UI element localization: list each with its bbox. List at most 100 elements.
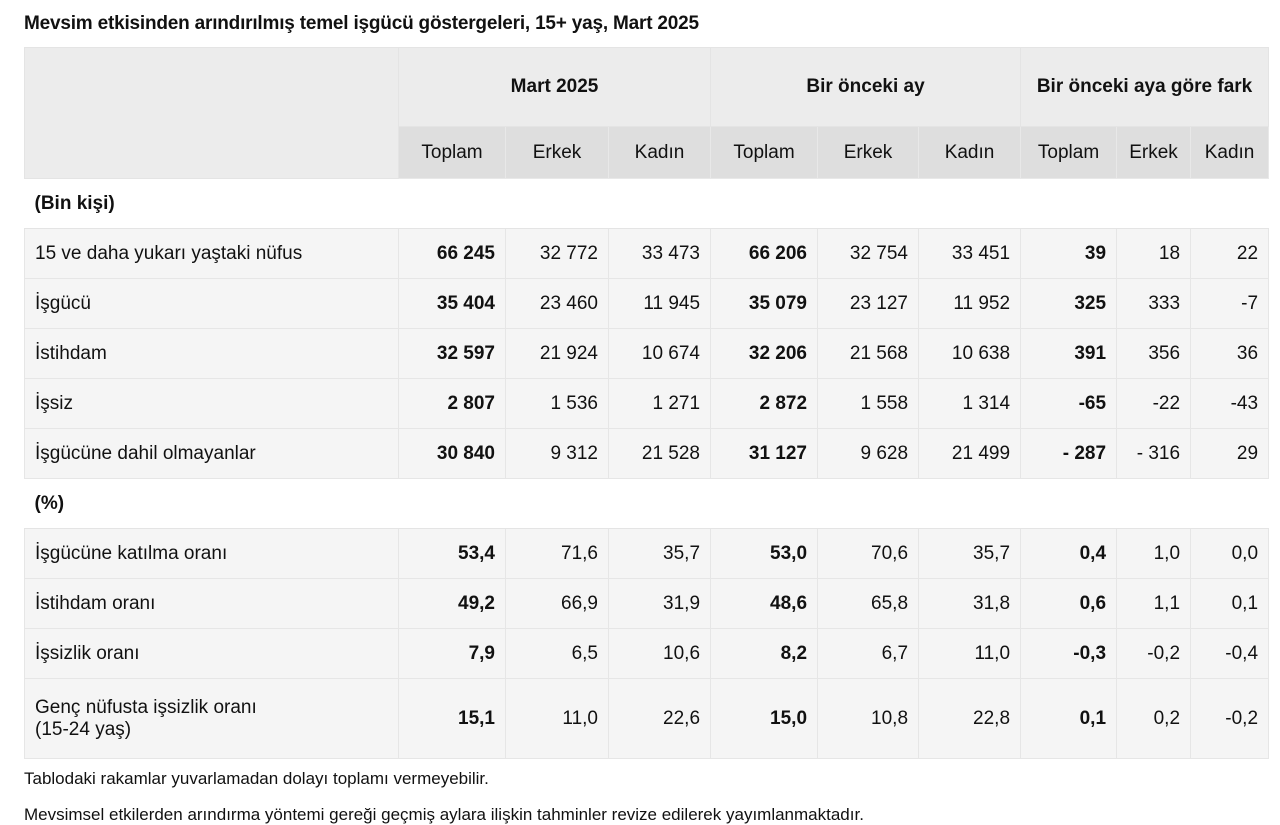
table-cell: 10 674: [607, 328, 712, 379]
table-cell: 32 772: [505, 228, 609, 279]
table-cell: 11,0: [918, 628, 1022, 679]
table-cell: 11 945: [607, 278, 712, 329]
table-cell: 32 754: [817, 228, 920, 279]
table-cell: 1 314: [918, 378, 1022, 429]
table-cell: -0,2: [1116, 628, 1192, 679]
table-cell: 8,2: [710, 628, 819, 679]
table-cell: 18: [1116, 228, 1192, 279]
table-cell: 9 312: [505, 428, 609, 479]
table-cell: 22,6: [607, 678, 712, 759]
table-cell: -0,4: [1190, 628, 1270, 679]
table-cell: 35 079: [710, 278, 819, 329]
table-cell: 325: [1020, 278, 1118, 329]
table-cell: 1 271: [607, 378, 712, 429]
row-label: İşgücü: [24, 278, 399, 329]
table-cell: 31 127: [710, 428, 819, 479]
table-cell: 35,7: [607, 528, 712, 579]
table-cell: -22: [1116, 378, 1192, 429]
row-label-text: İşsiz: [35, 392, 73, 414]
table-cell: 31,9: [607, 578, 712, 629]
table-cell: 1 558: [817, 378, 920, 429]
table-cell: 0,4: [1020, 528, 1118, 579]
row-label-sub: (15-24 yaş): [35, 718, 132, 740]
table-cell: -7: [1190, 278, 1270, 329]
table-cell: 53,4: [398, 528, 506, 579]
table-cell: 29: [1190, 428, 1270, 479]
subheader: Erkek: [505, 126, 609, 179]
table-cell: 6,7: [817, 628, 920, 679]
table-cell: 1 536: [505, 378, 609, 429]
table-cell: 6,5: [505, 628, 609, 679]
table-cell: 22: [1190, 228, 1270, 279]
table-row: İşgücü 35 404 23 460 11 945 35 079 23 127 11 9…: [24, 278, 1270, 329]
table-cell: 2 872: [710, 378, 819, 429]
table-cell: 2 807: [398, 378, 506, 429]
table-cell: 22,8: [918, 678, 1022, 759]
table-cell: 11 952: [918, 278, 1022, 329]
table-cell: - 316: [1116, 428, 1192, 479]
table-cell: 31,8: [918, 578, 1022, 629]
table-row: İşsiz 2 807 1 536 1 271 2 872 1 558 1 314 -65 -2…: [24, 378, 1270, 429]
table-cell: 33 473: [607, 228, 712, 279]
subheader: Toplam: [398, 126, 506, 179]
table-cell: 21 924: [505, 328, 609, 379]
subheader: Toplam: [1020, 126, 1118, 179]
table-cell: 66,9: [505, 578, 609, 629]
footnote-rounding: Tablodaki rakamlar yuvarlamadan dolayı t…: [24, 769, 489, 788]
row-label-text: İşgücüne katılma oranı: [35, 542, 228, 564]
header-corner: [24, 47, 399, 179]
table-row: İşsizlik oranı 7,9 6,5 10,6 8,2 6,7 11,0 -0,3 -0…: [24, 628, 1270, 679]
table-cell: 23 127: [817, 278, 920, 329]
subheader: Toplam: [710, 126, 819, 179]
table-cell: 32 206: [710, 328, 819, 379]
row-label: Genç nüfusta işsizlik oranı (15-24 yaş): [24, 678, 399, 759]
row-label: İşgücüne dahil olmayanlar: [24, 428, 399, 479]
table-cell: 11,0: [505, 678, 609, 759]
subheader: Kadın: [918, 126, 1022, 179]
table-cell: 39: [1020, 228, 1118, 279]
table-cell: 1,0: [1116, 528, 1192, 579]
table-cell: -0,2: [1190, 678, 1270, 759]
table-cell: 32 597: [398, 328, 506, 379]
section-label: (%): [24, 478, 1269, 529]
table-cell: 70,6: [817, 528, 920, 579]
table-cell: 66 245: [398, 228, 506, 279]
row-label: İşsiz: [24, 378, 399, 429]
subheader: Kadın: [607, 126, 712, 179]
table-cell: 21 568: [817, 328, 920, 379]
table-cell: 0,1: [1020, 678, 1118, 759]
subheader: Erkek: [1116, 126, 1192, 179]
table-cell: 71,6: [505, 528, 609, 579]
subheader: Kadın: [1190, 126, 1270, 179]
row-label-text: İstihdam oranı: [35, 592, 156, 614]
table-cell: 65,8: [817, 578, 920, 629]
table-cell: 356: [1116, 328, 1192, 379]
table-cell: 391: [1020, 328, 1118, 379]
labour-indicators-table: Mart 2025 Bir önceki ay Bir önceki aya gör…: [24, 47, 1270, 759]
table-cell: 0,0: [1190, 528, 1270, 579]
footnote-revision: Mevsimsel etkilerden arındırma yöntemi g…: [24, 805, 864, 824]
table-cell: 35,7: [918, 528, 1022, 579]
table-cell: -43: [1190, 378, 1270, 429]
table-cell: 48,6: [710, 578, 819, 629]
table-cell: 7,9: [398, 628, 506, 679]
group-header: Bir önceki ay: [710, 47, 1022, 127]
row-label-text: 15 ve daha yukarı yaştaki nüfus: [35, 242, 303, 264]
table-cell: 23 460: [505, 278, 609, 329]
table-row: İşgücüne katılma oranı 53,4 71,6 35,7 53,0 70…: [24, 528, 1270, 579]
section-row: (%): [24, 478, 1269, 529]
table-cell: 21 528: [607, 428, 712, 479]
table-row: İstihdam 32 597 21 924 10 674 32 206 21 568 10…: [24, 328, 1270, 379]
table-cell: 9 628: [817, 428, 920, 479]
table-cell: 0,6: [1020, 578, 1118, 629]
table-cell: 10,6: [607, 628, 712, 679]
table-cell: 21 499: [918, 428, 1022, 479]
table-cell: 15,1: [398, 678, 506, 759]
table-title: Mevsim etkisinden arındırılmış temel işg…: [24, 13, 699, 34]
table-cell: -65: [1020, 378, 1118, 429]
section-row: (Bin kişi): [24, 178, 1269, 229]
table-cell: 35 404: [398, 278, 506, 329]
table-cell: 1,1: [1116, 578, 1192, 629]
table-row: İşgücüne dahil olmayanlar 30 840 9 312 21 5…: [24, 428, 1270, 479]
table-row: 15 ve daha yukarı yaştaki nüfus 66 245 32 …: [24, 228, 1270, 279]
